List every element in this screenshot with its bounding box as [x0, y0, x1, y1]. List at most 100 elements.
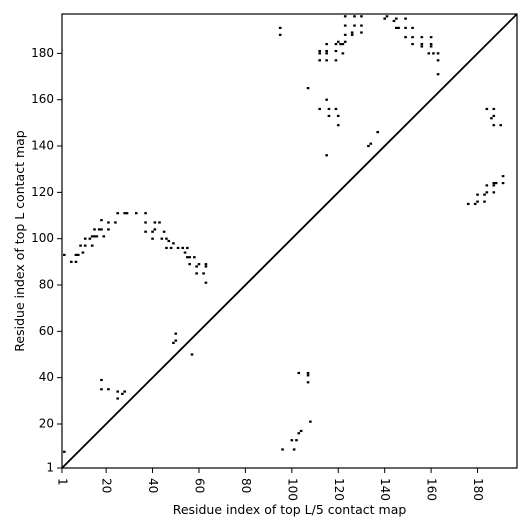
contact-point — [123, 390, 126, 393]
diagonal-line — [61, 13, 518, 469]
contact-point — [383, 17, 386, 20]
y-axis-label: Residue index of top L contact map — [12, 130, 27, 351]
contact-point — [318, 52, 321, 55]
contact-point — [336, 114, 340, 118]
contact-point — [176, 246, 180, 250]
contact-point — [501, 175, 505, 178]
contact-point — [360, 15, 363, 18]
x-tick-label: 40 — [146, 478, 160, 493]
contact-point — [188, 256, 191, 259]
contact-point — [202, 272, 205, 275]
contact-point — [63, 450, 66, 453]
contact-point — [492, 124, 496, 127]
contact-point — [325, 154, 328, 157]
contact-point — [278, 33, 282, 36]
contact-point — [162, 230, 166, 233]
contact-point — [485, 107, 489, 111]
contact-point — [420, 43, 424, 46]
contact-point — [172, 242, 175, 245]
contact-point — [100, 378, 103, 382]
contact-point — [195, 272, 198, 275]
y-tick-label: 120 — [31, 185, 54, 199]
contact-point — [186, 256, 189, 259]
contact-point — [190, 353, 194, 356]
contact-point — [353, 24, 356, 27]
contact-point — [76, 253, 80, 256]
contact-point — [165, 246, 168, 250]
contact-point — [404, 17, 407, 20]
contact-point — [151, 237, 154, 240]
contact-point — [367, 144, 370, 148]
contact-point — [186, 246, 189, 250]
contact-point — [397, 26, 400, 29]
x-tick-label: 180 — [471, 478, 485, 501]
x-axis-label: Residue index of top L/5 contact map — [173, 502, 407, 517]
contact-point — [492, 181, 496, 185]
contact-point — [341, 43, 345, 46]
contact-point — [90, 235, 94, 238]
contact-point — [278, 26, 282, 29]
contact-point — [394, 17, 398, 20]
contact-point — [297, 371, 301, 375]
contact-point — [97, 228, 101, 231]
contact-point — [134, 212, 138, 215]
contact-point — [81, 251, 85, 254]
contact-point — [193, 256, 196, 259]
contact-point — [107, 388, 110, 391]
contact-point — [69, 260, 73, 263]
contact-point — [360, 24, 363, 27]
contact-point — [309, 420, 312, 423]
contact-point — [499, 124, 503, 127]
contact-point — [420, 45, 424, 48]
contact-point — [492, 107, 496, 111]
contact-point — [327, 107, 331, 111]
y-tick-label: 20 — [39, 416, 54, 430]
contact-point — [74, 260, 78, 263]
contact-point — [153, 221, 157, 224]
contact-point — [404, 36, 407, 39]
contact-point — [74, 253, 78, 256]
contact-point — [153, 228, 157, 231]
contact-point — [353, 15, 356, 18]
contact-point — [404, 26, 407, 29]
contact-point — [429, 36, 433, 39]
contact-point — [121, 392, 124, 395]
contact-point — [492, 114, 496, 118]
contact-point — [501, 181, 505, 185]
contact-point — [476, 193, 479, 196]
contact-point — [100, 228, 103, 231]
contact-point — [306, 371, 310, 375]
x-tick-label: 100 — [285, 478, 299, 501]
contact-point — [427, 52, 431, 55]
contact-point — [306, 87, 310, 90]
contact-point — [306, 374, 310, 377]
contact-point — [281, 448, 284, 451]
contact-point — [436, 73, 440, 76]
contact-point — [295, 439, 298, 442]
contact-point — [102, 235, 106, 238]
contact-point — [116, 397, 120, 400]
contact-point — [483, 193, 486, 196]
y-tick-label: 140 — [31, 139, 54, 153]
contact-point — [476, 200, 479, 203]
contact-point — [334, 43, 338, 46]
contact-point — [95, 235, 99, 238]
contact-point — [436, 59, 440, 62]
contact-point — [160, 237, 164, 240]
contact-point — [107, 228, 110, 231]
x-tick-label: 80 — [239, 478, 253, 493]
contact-point — [343, 33, 347, 36]
contact-point — [411, 36, 414, 39]
contact-point — [144, 221, 147, 224]
contact-point — [123, 212, 126, 215]
contact-point — [350, 31, 354, 34]
contact-point — [299, 429, 303, 433]
contact-point — [188, 263, 191, 266]
contact-point — [165, 237, 168, 240]
x-tick-label: 20 — [100, 478, 114, 493]
contact-point — [90, 244, 94, 247]
contact-point — [325, 59, 328, 62]
contact-point — [158, 221, 161, 224]
contact-point — [325, 43, 328, 46]
